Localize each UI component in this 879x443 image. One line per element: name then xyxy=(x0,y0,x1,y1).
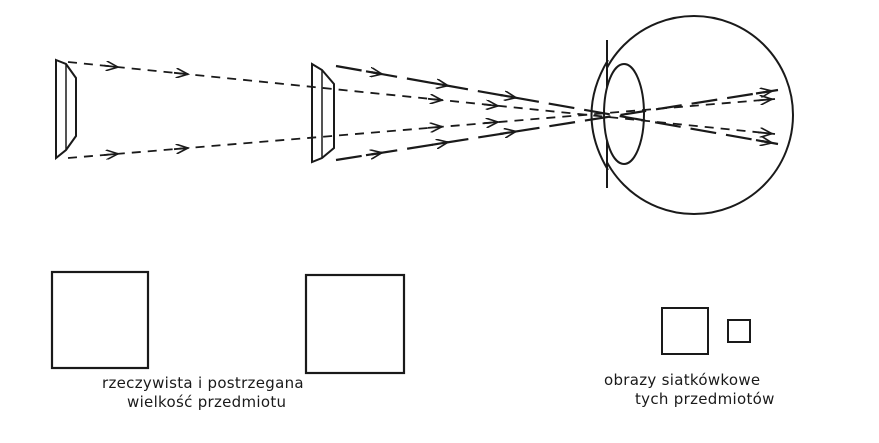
far-object xyxy=(55,58,77,161)
retinal-image-large xyxy=(661,307,709,355)
near-object-rays xyxy=(335,64,779,162)
caption-right-line1: obrazy siatkówkowe xyxy=(604,371,761,389)
eye xyxy=(590,15,794,215)
caption-right-line2: tych przedmiotów xyxy=(635,390,775,408)
near-object-square xyxy=(304,273,406,375)
retinal-image-small xyxy=(727,319,751,343)
caption-left-line1: rzeczywista i postrzegana xyxy=(102,374,304,392)
near-ray-top xyxy=(335,64,779,146)
near-ray-bottom xyxy=(335,88,779,162)
near-object xyxy=(311,62,335,164)
far-object-square xyxy=(50,270,150,370)
caption-left-line2: wielkość przedmiotu xyxy=(127,393,287,411)
